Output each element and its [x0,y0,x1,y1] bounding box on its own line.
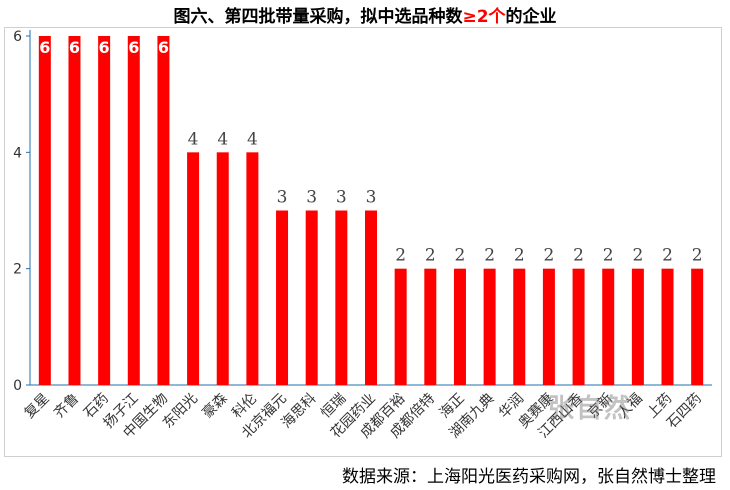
chart-frame [4,27,722,457]
y-tick-label: 4 [13,145,22,161]
bar-湖南九典 [483,268,496,385]
chart-title: 图六、第四批带量采购，拟中选品种数≥2个的企业 [0,2,730,27]
data-label: 6 [69,38,80,57]
data-label: 2 [455,246,466,266]
bar-京新 [602,268,615,385]
data-label: 4 [188,129,199,149]
bar-中国生物 [157,36,170,385]
x-tick-label: 复星 [21,390,53,422]
data-label: 4 [247,129,258,149]
data-label: 3 [306,188,317,208]
bar-海正 [453,268,466,385]
y-tick-label: 6 [13,29,22,45]
chart-title-prefix: 图六、第四批带量采购，拟中选品种数 [173,7,463,27]
bar-复星 [38,36,51,385]
bar-豪森 [216,152,229,385]
data-label: 6 [39,38,50,57]
data-label: 2 [425,246,436,266]
data-label: 2 [573,246,584,266]
bar-奥赛康 [542,268,555,385]
bar-海思科 [305,210,318,385]
data-label: 2 [692,246,703,266]
y-tick-label: 0 [13,378,22,394]
bar-东阳光 [187,152,200,385]
data-label: 6 [128,38,139,57]
data-label: 4 [217,129,228,149]
bar-科伦 [246,152,259,385]
data-label: 2 [662,246,673,266]
bar-chart: 02466复星6齐鲁6石药6扬子江6中国生物4东阳光4豪森4科伦3北京福元3海思… [13,29,712,441]
bar-石药 [98,36,111,385]
y-tick-label: 2 [13,262,22,278]
bar-人福 [631,268,644,385]
bar-华润 [513,268,526,385]
data-label: 3 [277,188,288,208]
data-label: 6 [158,38,169,57]
data-source-note: 数据来源：上海阳光医药采购网，张自然博士整理 [342,467,716,487]
bar-恒瑞 [335,210,348,385]
x-tick-label: 豪森 [199,391,230,422]
bar-花园药业 [365,210,377,385]
data-label: 2 [514,246,525,266]
data-label: 2 [603,246,614,266]
bar-成都百裕 [394,268,407,385]
bar-齐鲁 [68,36,81,385]
bar-江西山香 [572,268,585,385]
data-label: 2 [543,246,554,266]
x-tick-label: 齐鲁 [51,391,82,422]
data-label: 6 [99,38,110,57]
bar-扬子江 [127,36,140,385]
bar-石四药 [691,268,704,385]
bar-上药 [661,268,674,385]
data-label: 2 [632,246,643,266]
watermark: 张自然 [548,394,633,424]
bar-成都倍特 [424,268,437,385]
data-label: 3 [366,188,377,208]
data-label: 2 [484,246,495,266]
chart-title-suffix: 的企业 [505,7,557,27]
bar-北京福元 [276,210,289,385]
chart-title-highlight: ≥2个 [462,7,506,27]
data-label: 3 [336,188,347,208]
data-label: 2 [395,246,406,266]
